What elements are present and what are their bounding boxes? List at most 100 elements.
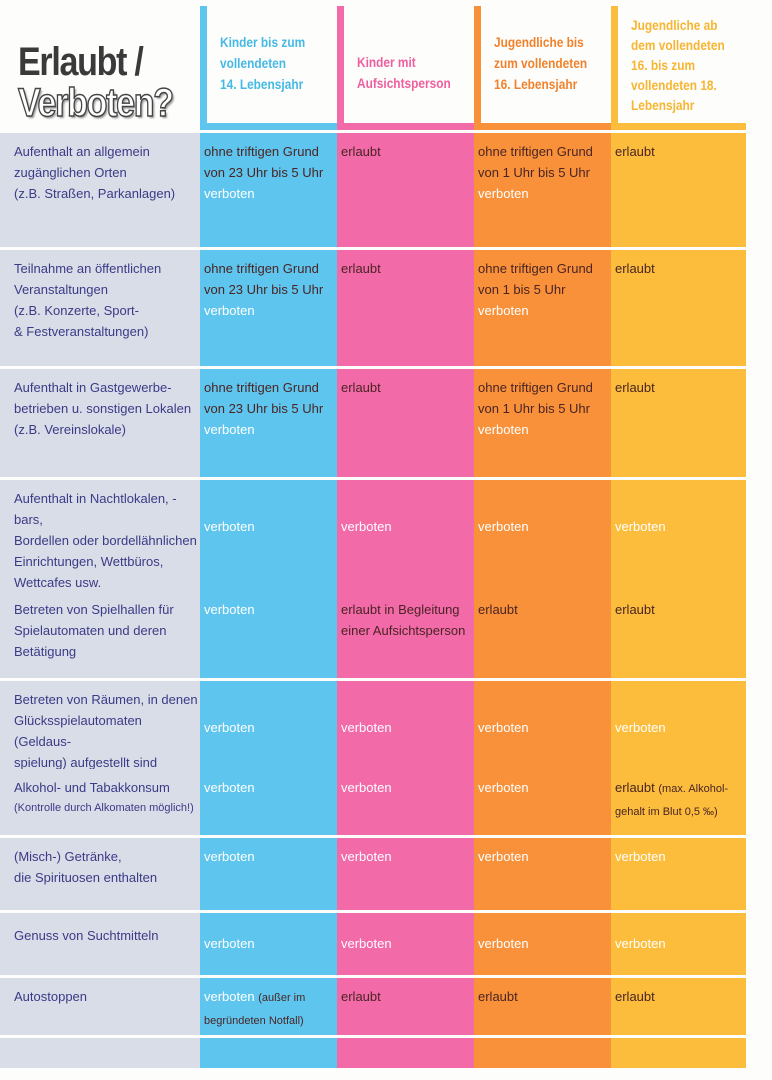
rule-cell: verboten (200, 913, 337, 975)
verdict-text: erlaubt (615, 380, 655, 395)
rule-cell: verboten (474, 769, 611, 835)
table-row: Aufenthalt an allgemein zugänglichen Ort… (0, 130, 746, 247)
column-label: Jugendliche bis zum vollendeten 16. Lebe… (494, 35, 588, 92)
verdict-forbidden: verboten (478, 720, 529, 735)
verdict-text: erlaubt (341, 261, 381, 276)
rule-cell: erlaubt (474, 591, 611, 678)
rule-cell (200, 1038, 337, 1068)
rule-cell: verboten (611, 480, 746, 593)
rule-cell: ohne triftigen Grund von 23 Uhr bis 5 Uh… (200, 250, 337, 366)
verdict-forbidden: verboten (478, 303, 529, 318)
row-label-cell: (Misch-) Getränke, die Spirituosen entha… (0, 838, 200, 910)
row-label-cell: Genuss von Suchtmitteln (0, 913, 200, 975)
header-bar (200, 6, 207, 130)
header-bar (337, 6, 344, 130)
verdict-text: erlaubt in Begleitung einer Aufsichtsper… (341, 602, 466, 638)
rule-cell: ohne triftigen Grund von 23 Uhr bis 5 Uh… (200, 369, 337, 477)
rule-cell: verboten (337, 480, 474, 593)
verdict-text: (max. Alkohol-gehalt im Blut 0,5 ‰) (615, 783, 729, 818)
row-label: Genuss von Suchtmitteln (14, 928, 159, 943)
rule-cell: verboten (337, 838, 474, 910)
row-note: (Kontrolle durch Alkomaten möglich!) (14, 802, 194, 814)
verdict-forbidden: verboten (615, 849, 666, 864)
verdict-text: erlaubt (341, 144, 381, 159)
rule-cell: erlaubt (611, 978, 746, 1035)
verdict-forbidden: verboten (478, 780, 529, 795)
rule-cell: verboten (611, 681, 746, 773)
verdict-forbidden: verboten (204, 989, 259, 1004)
column-header-0: Kinder bis zum vollendeten 14. Lebensjah… (200, 6, 337, 130)
verdict-forbidden: verboten (341, 849, 392, 864)
table-row: Genuss von Suchtmitteln verboten verboten v… (0, 910, 746, 975)
verdict-text: erlaubt (341, 989, 381, 1004)
header-bar (611, 6, 618, 130)
table-row: Betreten von Räumen, in denen Glücksspie… (0, 678, 746, 773)
verdict-text: erlaubt (615, 602, 655, 617)
row-label: Betreten von Räumen, in denen Glücksspie… (14, 692, 198, 770)
verdict-text: ohne triftigen Grund von 23 Uhr bis 5 Uh… (204, 261, 324, 297)
row-label: Aufenthalt in Nachtlokalen, -bars, Borde… (14, 491, 197, 590)
verdict-forbidden: verboten (615, 519, 666, 534)
row-label: Autostoppen (14, 989, 88, 1004)
table-row: Autostoppen verboten (außer im begründete… (0, 975, 746, 1035)
row-label-cell: Aufenthalt in Nachtlokalen, -bars, Borde… (0, 480, 200, 593)
row-label: Aufenthalt in Gastgewerbe- betrieben u. … (14, 380, 192, 437)
header-base (474, 123, 611, 130)
verdict-forbidden: verboten (204, 720, 255, 735)
verdict-forbidden: verboten (204, 186, 255, 201)
rule-cell: erlaubt (max. Alkohol-gehalt im Blut 0,5… (611, 769, 746, 835)
row-label: (Misch-) Getränke, die Spirituosen entha… (14, 849, 158, 885)
rule-cell (337, 1038, 474, 1068)
rule-cell: verboten (474, 913, 611, 975)
rule-cell: verboten (337, 913, 474, 975)
row-label-cell: Aufenthalt in Gastgewerbe- betrieben u. … (0, 369, 200, 477)
row-label-cell: Aufenthalt an allgemein zugänglichen Ort… (0, 133, 200, 247)
row-label-cell: Autostoppen (0, 978, 200, 1035)
table-row: Alkohol- und Tabakkonsum (Kontrolle durch… (0, 766, 746, 835)
verdict-forbidden: verboten (341, 936, 392, 951)
verdict-text: ohne triftigen Grund von 1 Uhr bis 5 Uhr (478, 380, 593, 416)
table-row: Aufenthalt in Nachtlokalen, -bars, Borde… (0, 477, 746, 593)
row-label-cell (0, 1038, 200, 1068)
column-label: Kinder mit Aufsichtsperson (357, 55, 451, 91)
verdict-forbidden: verboten (615, 936, 666, 951)
rule-cell: verboten (474, 480, 611, 593)
rule-cell: erlaubt (337, 369, 474, 477)
verdict-forbidden: verboten (341, 720, 392, 735)
document-title: Erlaubt / Verboten? (17, 40, 198, 126)
verdict-forbidden: verboten (615, 720, 666, 735)
rule-cell: erlaubt (337, 133, 474, 247)
title-line-1: Erlaubt / (18, 40, 144, 84)
header-base (611, 123, 746, 130)
rule-cell: verboten (337, 681, 474, 773)
rule-cell: erlaubt (611, 591, 746, 678)
column-label: Kinder bis zum vollendeten 14. Lebensjah… (220, 35, 306, 92)
rule-cell: verboten (200, 838, 337, 910)
header-base (200, 123, 337, 130)
rule-cell: verboten (200, 480, 337, 593)
title-line-2: Verboten? (17, 80, 174, 126)
verdict-forbidden: verboten (204, 602, 255, 617)
verdict-forbidden: verboten (478, 422, 529, 437)
rule-cell: erlaubt (337, 250, 474, 366)
verdict-text: (außer im begründeten Notfall) (204, 992, 306, 1027)
header-bar (474, 6, 481, 130)
verdict-forbidden: verboten (478, 519, 529, 534)
verdict-forbidden: verboten (204, 936, 255, 951)
verdict-forbidden: verboten (204, 303, 255, 318)
verdict-forbidden: verboten (204, 519, 255, 534)
verdict-forbidden: verboten (478, 849, 529, 864)
rule-cell: erlaubt in Begleitung einer Aufsichtsper… (337, 591, 474, 678)
table-row: Teilnahme an öffentlichen Veranstaltunge… (0, 247, 746, 366)
rule-cell: verboten (337, 769, 474, 835)
rule-cell: erlaubt (611, 133, 746, 247)
verdict-text: ohne triftigen Grund von 1 Uhr bis 5 Uhr (478, 144, 593, 180)
table-row: Aufenthalt in Gastgewerbe- betrieben u. … (0, 366, 746, 477)
rule-cell (474, 1038, 611, 1068)
rule-cell: verboten (200, 591, 337, 678)
rule-cell: verboten (474, 838, 611, 910)
row-label-cell: Alkohol- und Tabakkonsum (Kontrolle durch… (0, 769, 200, 835)
rule-cell: ohne triftigen Grund von 1 Uhr bis 5 Uhr… (474, 133, 611, 247)
rule-cell: erlaubt (337, 978, 474, 1035)
